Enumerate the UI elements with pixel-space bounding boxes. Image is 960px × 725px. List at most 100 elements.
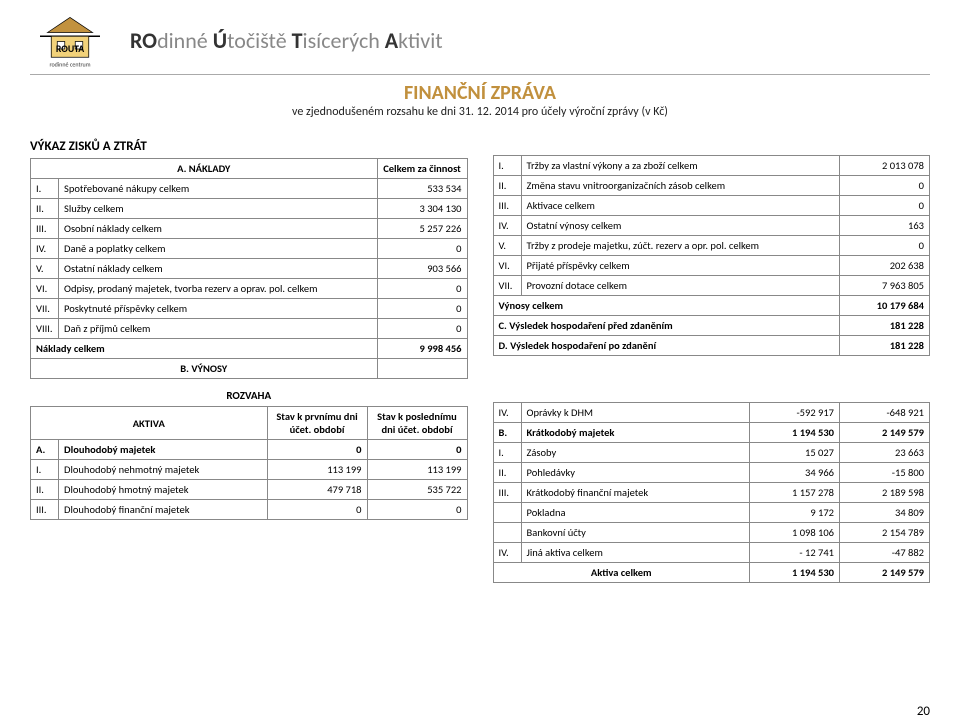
cost-row-label: Daně a poplatky celkem [59, 239, 378, 259]
title-block: FINANČNÍ ZPRÁVA ve zjednodušeném rozsahu… [0, 81, 960, 119]
table-row-v1: 1 194 530 [750, 423, 840, 443]
rozvaha-title: ROZVAHA [30, 389, 468, 402]
cost-row-num: IV. [31, 239, 59, 259]
header: ROUTA rodinné centrum ROdinné Útočiště T… [0, 0, 960, 70]
table-row-label: Dlouhodobý hmotný majetek [59, 480, 268, 500]
table-row-num [493, 523, 521, 543]
table-row-num: II. [31, 480, 59, 500]
table-row-num: III. [493, 483, 521, 503]
table-row-label: Dlouhodobý majetek [59, 440, 268, 460]
logo-icon: ROUTA rodinné centrum [30, 10, 110, 70]
cost-row-val: 533 534 [377, 179, 467, 199]
table-row-label: Dlouhodobý nehmotný majetek [59, 460, 268, 480]
aktiva-col1: Stav k prvnímu dni účet. období [267, 407, 367, 440]
cost-row-label: Služby celkem [59, 199, 378, 219]
cost-row-label: Spotřebované nákupy celkem [59, 179, 378, 199]
rev-row-label: Tržby z prodeje majetku, zúčt. rezerv a … [521, 236, 840, 256]
table-row-v1: 0 [267, 500, 367, 520]
rev-row-num: III. [493, 196, 521, 216]
table-row-v1: 0 [267, 440, 367, 460]
table-row-num [493, 503, 521, 523]
table-row-v2: 2 149 579 [840, 423, 930, 443]
cost-row-num: I. [31, 179, 59, 199]
result-after-val: 181 228 [840, 336, 930, 356]
aktiva-total-v2: 2 149 579 [840, 563, 930, 583]
rev-total-val: 10 179 684 [840, 296, 930, 316]
cost-row-val: 0 [377, 279, 467, 299]
costs-table: A. NÁKLADY Celkem za činnost I.Spotřebov… [30, 158, 468, 379]
table-row-num: B. [493, 423, 521, 443]
rev-row-num: II. [493, 176, 521, 196]
costs-head-value: Celkem za činnost [377, 159, 467, 179]
cost-row-val: 3 304 130 [377, 199, 467, 219]
svg-text:ROUTA: ROUTA [56, 43, 84, 55]
table-row-v1: - 12 741 [750, 543, 840, 563]
rev-row-val: 0 [840, 196, 930, 216]
rev-row-num: I. [493, 156, 521, 176]
aktiva-table: AKTIVA Stav k prvnímu dni účet. období S… [30, 406, 468, 520]
table-row-num: I. [493, 443, 521, 463]
rev-total-label: Výnosy celkem [493, 296, 840, 316]
costs-total-label: Náklady celkem [31, 339, 378, 359]
table-row-v2: -47 882 [840, 543, 930, 563]
table-row-num: A. [31, 440, 59, 460]
costs-total-val: 9 998 456 [377, 339, 467, 359]
table-row-num: IV. [493, 543, 521, 563]
cost-row-num: V. [31, 259, 59, 279]
revenues-table: I.Tržby za vlastní výkony a za zboží cel… [493, 155, 931, 356]
table-row-label: Pohledávky [521, 463, 750, 483]
cost-row-num: VIII. [31, 319, 59, 339]
rev-row-val: 7 963 805 [840, 276, 930, 296]
divider [30, 74, 930, 75]
rev-row-num: V. [493, 236, 521, 256]
pl-heading: VÝKAZ ZISKŮ A ZTRÁT [30, 139, 468, 154]
rev-row-label: Přijaté příspěvky celkem [521, 256, 840, 276]
aktiva-total-label: Aktiva celkem [493, 563, 750, 583]
result-before-val: 181 228 [840, 316, 930, 336]
table-row-label: Pokladna [521, 503, 750, 523]
cost-row-val: 903 566 [377, 259, 467, 279]
aktiva-head: AKTIVA [31, 407, 268, 440]
cost-row-num: VII. [31, 299, 59, 319]
svg-text:rodinné centrum: rodinné centrum [49, 60, 90, 68]
rev-row-label: Ostatní výnosy celkem [521, 216, 840, 236]
table-row-v2: 23 663 [840, 443, 930, 463]
tagline: ROdinné Útočiště Tisícerých Aktivit [130, 27, 443, 54]
table-row-v2: 0 [367, 440, 467, 460]
cost-row-label: Daň z příjmů celkem [59, 319, 378, 339]
rev-row-num: VI. [493, 256, 521, 276]
cost-row-val: 5 257 226 [377, 219, 467, 239]
table-row-label: Dlouhodobý finanční majetek [59, 500, 268, 520]
rev-row-label: Aktivace celkem [521, 196, 840, 216]
cost-row-label: Ostatní náklady celkem [59, 259, 378, 279]
table-row-num: IV. [493, 403, 521, 423]
table-row-v1: -592 917 [750, 403, 840, 423]
aktiva-table-2: IV.Oprávky k DHM-592 917-648 921 B.Krátk… [493, 402, 931, 583]
rev-row-val: 0 [840, 176, 930, 196]
page-number: 20 [917, 704, 930, 719]
result-after-label: D. Výsledek hospodaření po zdanění [493, 336, 840, 356]
table-row-v1: 1 157 278 [750, 483, 840, 503]
table-row-v2: 2 154 789 [840, 523, 930, 543]
table-row-v2: -648 921 [840, 403, 930, 423]
rev-row-label: Změna stavu vnitroorganizačních zásob ce… [521, 176, 840, 196]
empty-cell [377, 359, 467, 379]
table-row-label: Jiná aktiva celkem [521, 543, 750, 563]
cost-row-label: Odpisy, prodaný majetek, tvorba rezerv a… [59, 279, 378, 299]
table-row-v2: -15 800 [840, 463, 930, 483]
page-title: FINANČNÍ ZPRÁVA [0, 81, 960, 105]
table-row-num: II. [493, 463, 521, 483]
rev-row-val: 163 [840, 216, 930, 236]
aktiva-col2: Stav k poslednímu dni účet. období [367, 407, 467, 440]
cost-row-num: VI. [31, 279, 59, 299]
rev-row-num: IV. [493, 216, 521, 236]
cost-row-val: 0 [377, 239, 467, 259]
aktiva-total-v1: 1 194 530 [750, 563, 840, 583]
table-row-label: Krátkodobý finanční majetek [521, 483, 750, 503]
table-row-label: Zásoby [521, 443, 750, 463]
table-row-v1: 34 966 [750, 463, 840, 483]
table-row-v1: 9 172 [750, 503, 840, 523]
table-row-v1: 15 027 [750, 443, 840, 463]
right-column: I.Tržby za vlastní výkony a za zboží cel… [493, 131, 931, 593]
rev-row-val: 2 013 078 [840, 156, 930, 176]
